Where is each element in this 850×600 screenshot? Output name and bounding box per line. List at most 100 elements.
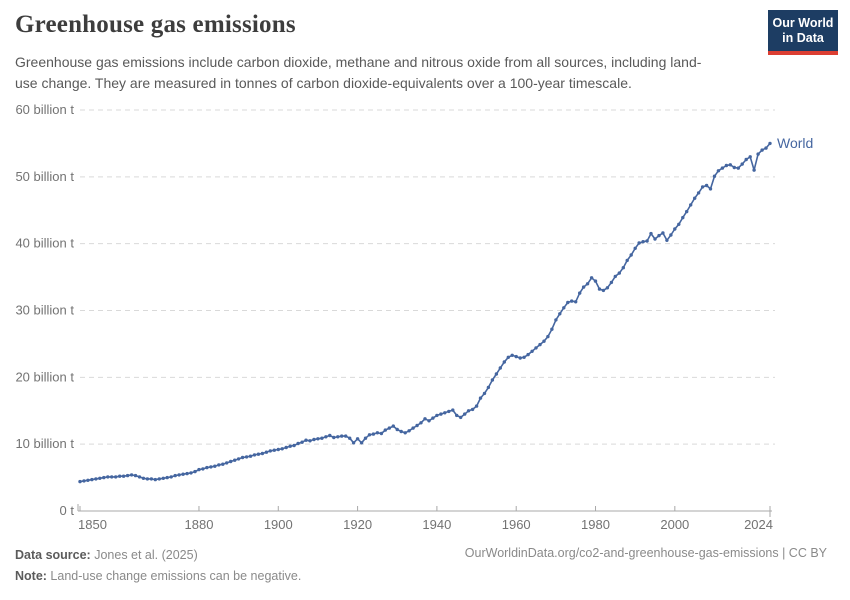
data-point[interactable]: [562, 306, 566, 310]
data-point[interactable]: [193, 469, 197, 474]
data-point[interactable]: [538, 342, 542, 347]
data-point[interactable]: [641, 240, 645, 244]
data-point[interactable]: [645, 239, 649, 243]
data-point[interactable]: [201, 467, 205, 471]
data-point[interactable]: [474, 404, 479, 408]
data-point[interactable]: [653, 237, 657, 241]
data-point[interactable]: [689, 203, 693, 207]
data-point[interactable]: [716, 169, 721, 173]
data-point[interactable]: [613, 274, 617, 279]
data-point[interactable]: [94, 477, 98, 481]
data-point[interactable]: [637, 241, 641, 245]
data-point[interactable]: [633, 246, 637, 250]
data-point[interactable]: [332, 435, 336, 440]
data-point[interactable]: [320, 436, 324, 440]
data-point[interactable]: [581, 285, 586, 289]
data-point[interactable]: [276, 447, 280, 452]
data-point[interactable]: [264, 450, 269, 454]
data-point[interactable]: [756, 152, 760, 156]
data-point[interactable]: [121, 474, 126, 478]
data-point[interactable]: [443, 411, 447, 415]
data-point[interactable]: [617, 271, 621, 275]
data-point[interactable]: [740, 162, 744, 166]
data-point[interactable]: [478, 396, 483, 400]
data-point[interactable]: [494, 372, 499, 376]
data-point[interactable]: [451, 408, 455, 412]
data-point[interactable]: [724, 163, 729, 168]
data-point[interactable]: [625, 258, 629, 263]
data-point[interactable]: [173, 473, 177, 478]
data-point[interactable]: [574, 300, 578, 304]
data-point[interactable]: [681, 215, 685, 220]
data-point[interactable]: [411, 426, 415, 430]
data-point[interactable]: [348, 436, 352, 440]
data-point[interactable]: [351, 441, 356, 445]
data-point[interactable]: [728, 163, 732, 167]
data-point[interactable]: [233, 458, 237, 462]
data-point[interactable]: [764, 146, 768, 150]
data-point[interactable]: [213, 464, 217, 468]
data-point[interactable]: [696, 191, 701, 195]
data-point[interactable]: [340, 434, 344, 438]
data-point[interactable]: [336, 435, 340, 439]
data-point[interactable]: [308, 439, 312, 443]
data-point[interactable]: [597, 287, 602, 291]
data-point[interactable]: [657, 233, 661, 238]
data-point[interactable]: [407, 429, 411, 433]
data-point[interactable]: [435, 413, 439, 418]
data-point[interactable]: [482, 391, 487, 396]
data-point[interactable]: [415, 423, 419, 428]
data-point[interactable]: [621, 266, 625, 270]
data-point[interactable]: [217, 463, 221, 467]
series-line-world[interactable]: [79, 142, 771, 483]
data-point[interactable]: [292, 443, 296, 448]
data-point[interactable]: [704, 183, 709, 188]
data-point[interactable]: [177, 473, 181, 477]
data-point[interactable]: [399, 429, 403, 434]
data-point[interactable]: [197, 467, 201, 472]
data-point[interactable]: [256, 452, 261, 456]
data-point[interactable]: [708, 187, 713, 191]
data-point[interactable]: [181, 472, 185, 476]
data-point[interactable]: [328, 433, 332, 438]
data-point[interactable]: [542, 339, 546, 343]
data-point[interactable]: [133, 473, 138, 478]
data-point[interactable]: [371, 432, 376, 436]
data-point[interactable]: [554, 318, 558, 322]
data-point[interactable]: [363, 436, 368, 440]
data-point[interactable]: [768, 141, 772, 146]
data-point[interactable]: [189, 471, 193, 475]
data-point[interactable]: [185, 471, 189, 476]
data-point[interactable]: [700, 185, 705, 189]
data-point[interactable]: [145, 477, 150, 481]
data-point[interactable]: [153, 477, 157, 482]
data-point[interactable]: [419, 421, 423, 425]
data-point[interactable]: [669, 233, 673, 237]
data-point[interactable]: [685, 209, 689, 214]
data-point[interactable]: [236, 457, 241, 461]
data-point[interactable]: [284, 445, 288, 450]
data-point[interactable]: [240, 455, 245, 460]
data-point[interactable]: [248, 454, 253, 458]
data-point[interactable]: [157, 477, 161, 481]
data-point[interactable]: [673, 227, 677, 231]
data-point[interactable]: [383, 428, 387, 432]
data-point[interactable]: [736, 166, 740, 170]
data-point[interactable]: [427, 419, 431, 423]
data-point[interactable]: [566, 300, 570, 305]
data-point[interactable]: [455, 413, 459, 418]
data-point[interactable]: [90, 477, 94, 482]
data-point[interactable]: [129, 473, 134, 477]
data-point[interactable]: [355, 437, 360, 441]
data-point[interactable]: [110, 475, 114, 479]
data-point[interactable]: [114, 475, 118, 479]
data-point[interactable]: [359, 441, 364, 445]
data-point[interactable]: [423, 417, 427, 421]
data-point[interactable]: [106, 475, 110, 479]
data-point[interactable]: [752, 168, 756, 172]
data-point[interactable]: [470, 407, 475, 412]
data-point[interactable]: [102, 475, 106, 480]
data-point[interactable]: [260, 451, 265, 456]
data-point[interactable]: [280, 447, 284, 451]
data-point[interactable]: [518, 356, 522, 360]
